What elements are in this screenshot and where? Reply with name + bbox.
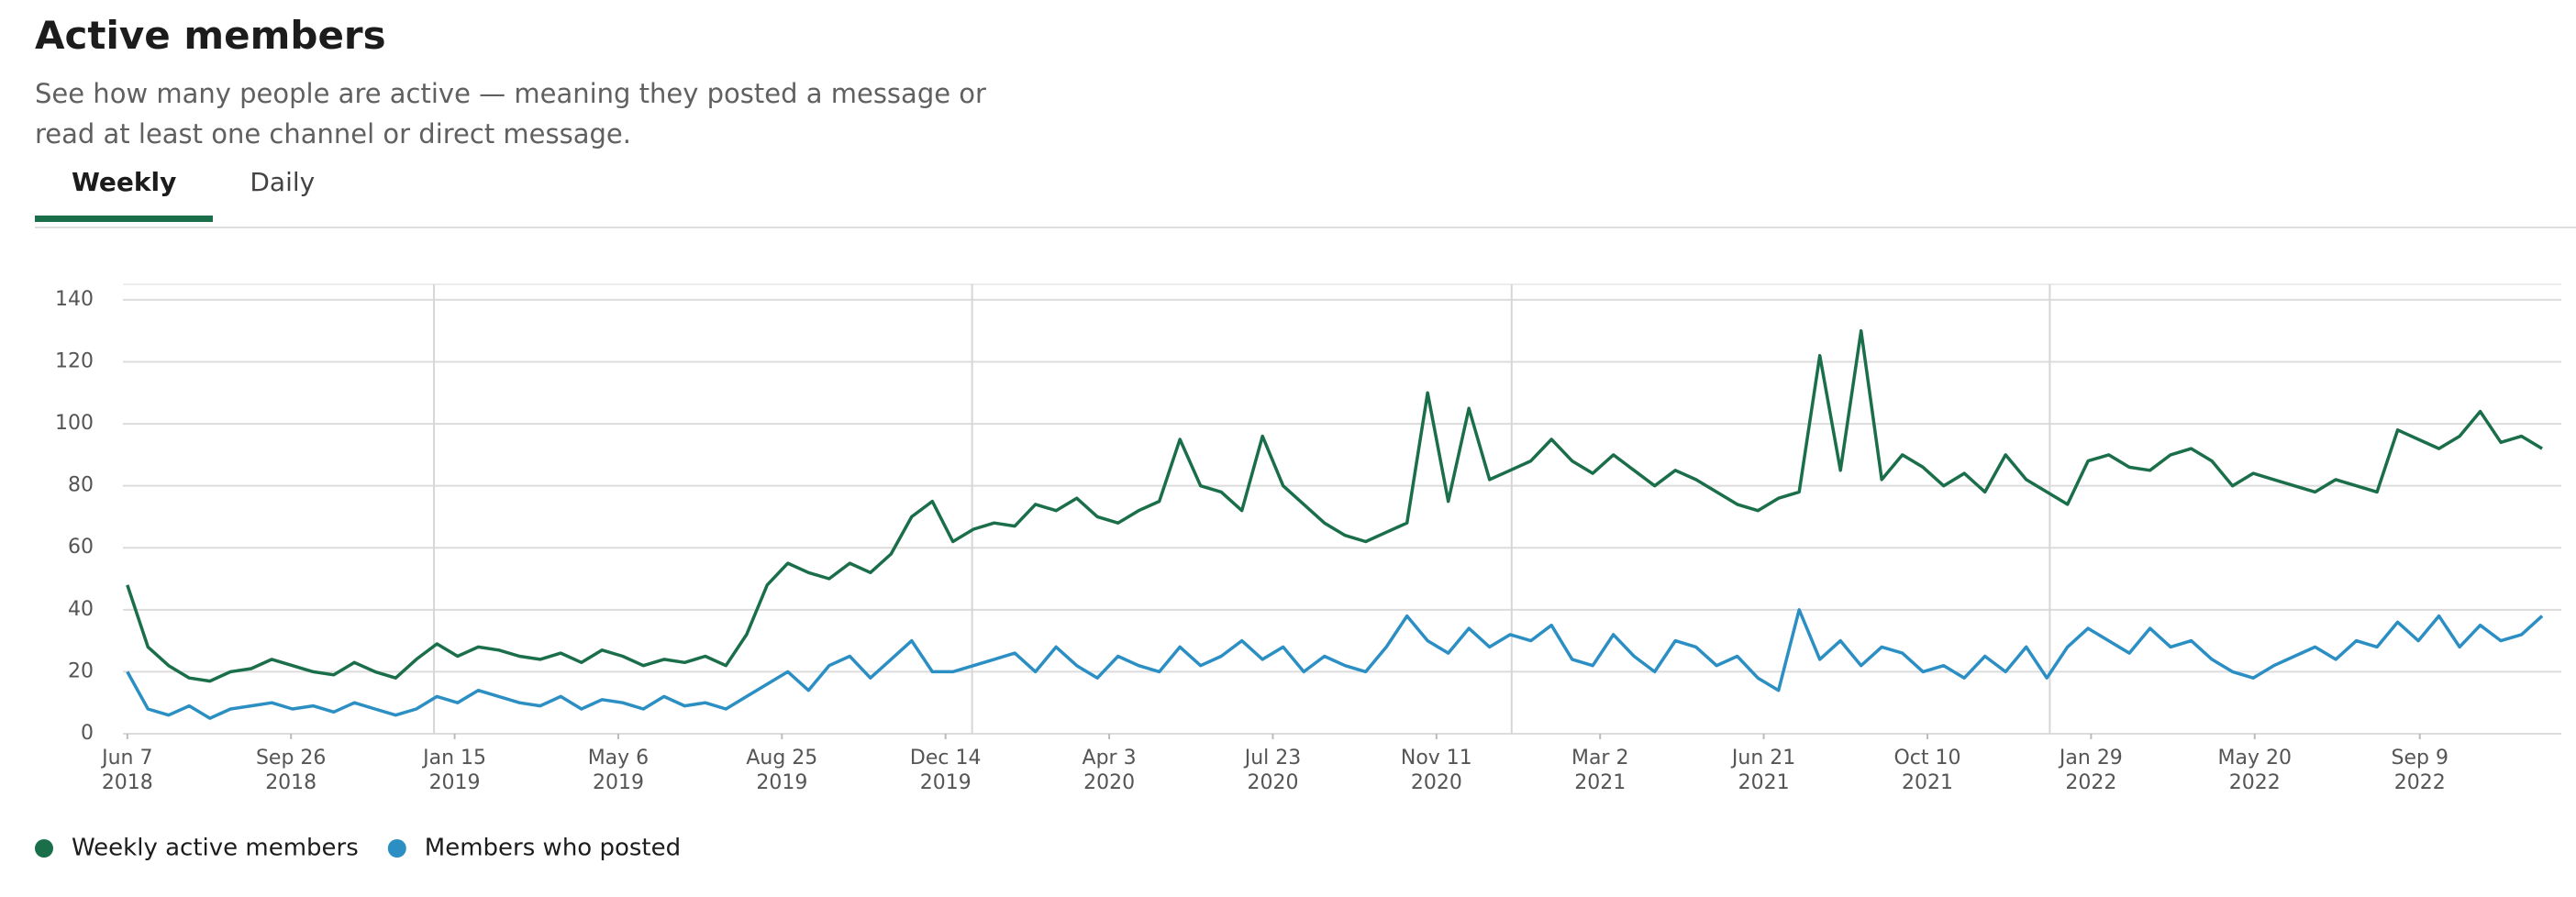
series-line (126, 608, 2544, 720)
divider (35, 227, 2576, 228)
y-tick-label: 20 (68, 659, 94, 682)
legend-marker (387, 839, 406, 858)
x-tick-label: May 20 2022 (2217, 747, 2291, 794)
x-tick-label: Apr 3 2020 (1083, 747, 1137, 794)
x-tick-label: Aug 25 2019 (746, 747, 817, 794)
x-tick-label: Jun 7 2018 (100, 747, 153, 794)
x-tick-label: Sep 9 2022 (2391, 747, 2448, 794)
x-tick-label: Dec 14 2019 (910, 747, 982, 794)
x-tick-label: Nov 11 2020 (1401, 747, 1472, 794)
x-tick-label: Sep 26 2018 (256, 747, 326, 794)
x-tick-label: Jan 15 2019 (421, 747, 486, 794)
x-tick-label: Mar 2 2021 (1571, 747, 1629, 794)
x-tick-label: Jan 29 2022 (2058, 747, 2123, 794)
tab[interactable]: Daily (250, 167, 316, 197)
description: See how many people are active — meaning… (35, 78, 986, 150)
y-tick-label: 140 (55, 288, 94, 311)
x-tick-label: Jun 21 2021 (1730, 747, 1795, 794)
legend-marker (35, 839, 53, 858)
x-tick-label: May 6 2019 (588, 747, 649, 794)
y-tick-label: 120 (55, 349, 94, 372)
x-tick-label: Jul 23 2020 (1243, 747, 1302, 794)
tab[interactable]: Weekly (35, 163, 214, 222)
x-tick-label: Oct 10 2021 (1893, 747, 1960, 794)
legend-text: Members who posted (425, 835, 681, 862)
page-title: Active members (35, 13, 386, 58)
y-tick-label: 60 (68, 536, 94, 559)
legend-text: Weekly active members (72, 835, 359, 862)
y-tick-label: 40 (68, 598, 94, 621)
y-tick-label: 0 (81, 722, 94, 745)
y-tick-label: 100 (55, 412, 94, 435)
tab-bar: Weekly Daily (35, 163, 351, 222)
y-tick-label: 80 (68, 474, 94, 497)
series-line (126, 328, 2544, 683)
